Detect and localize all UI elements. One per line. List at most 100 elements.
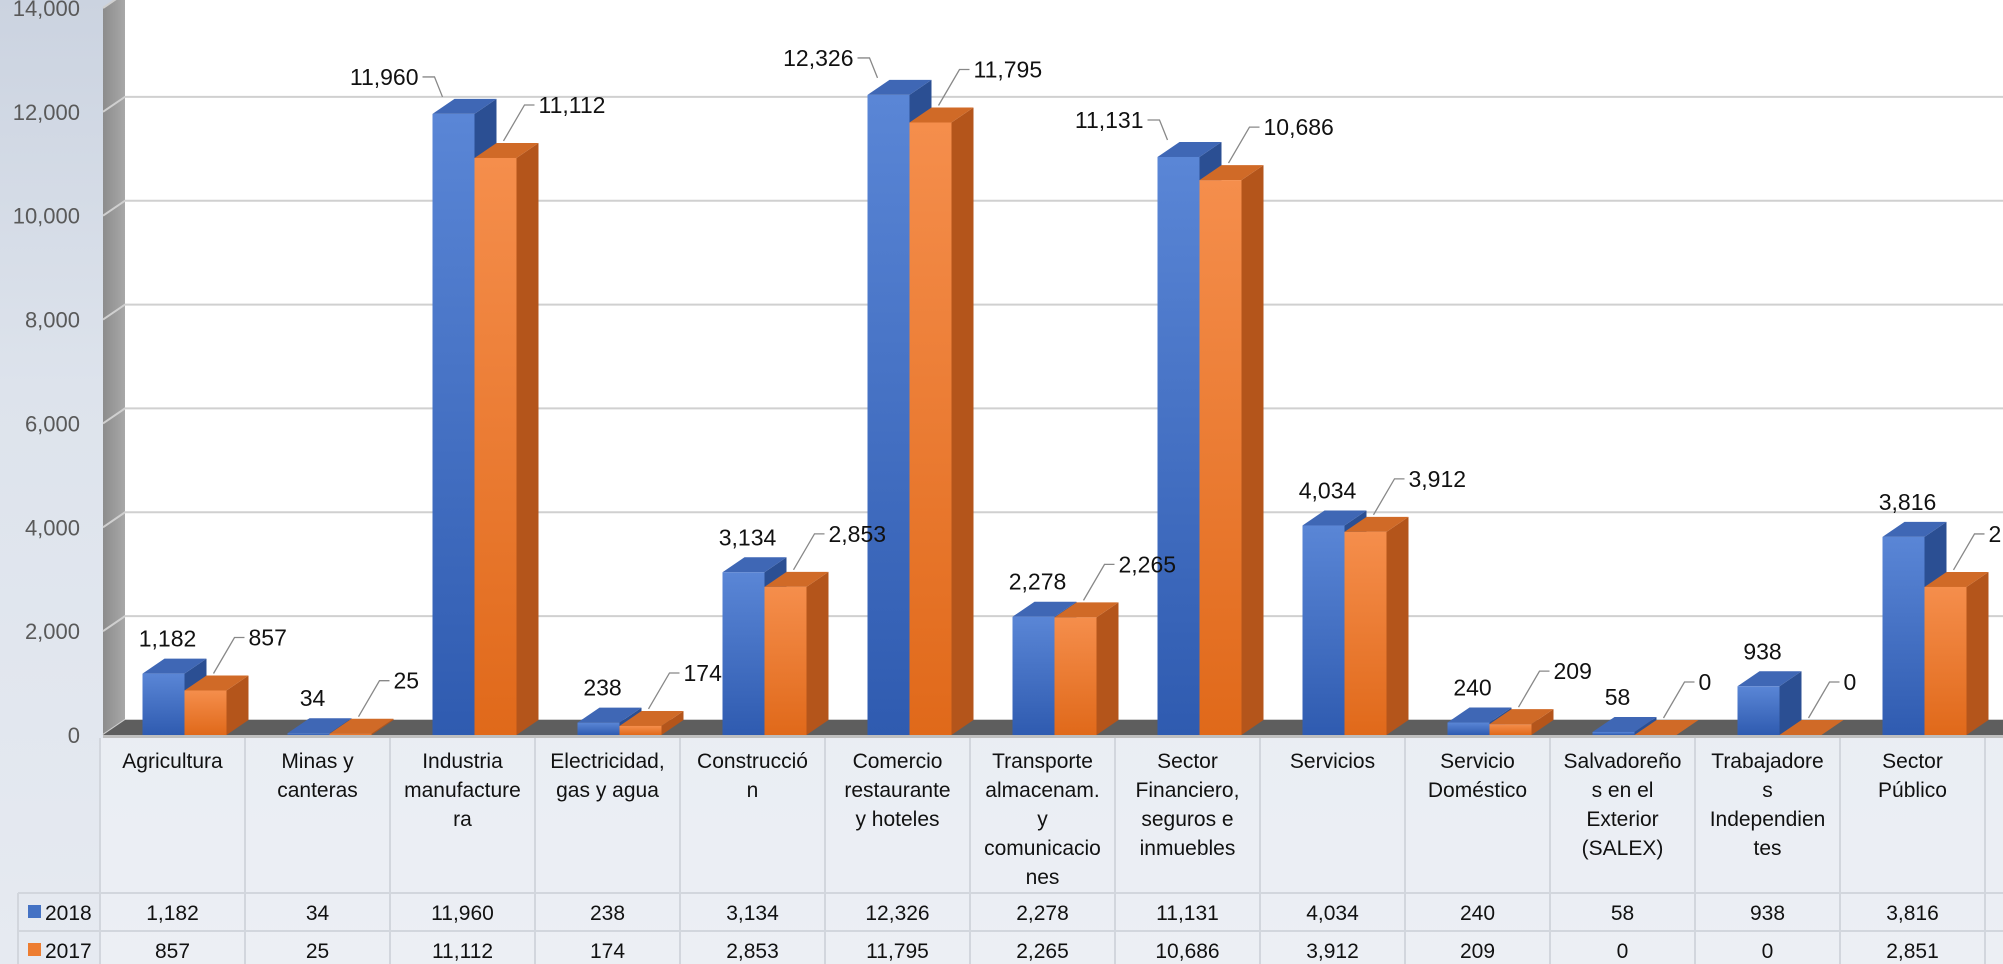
table-cell-2017: 174 xyxy=(590,940,625,963)
bar-2017 xyxy=(329,718,394,735)
leader-line xyxy=(647,672,680,710)
category-label: Electricidad, gas y agua xyxy=(550,750,664,802)
leader-line xyxy=(792,533,825,571)
gridline xyxy=(102,511,2003,529)
gridline xyxy=(102,95,2003,113)
bar-2017 xyxy=(184,675,249,735)
category-label: Transporte almacenam. y comunicacio nes xyxy=(984,750,1101,889)
category-label: Minas y canteras xyxy=(277,750,358,802)
legend-swatch-2018 xyxy=(28,905,41,918)
category-label: Sector Financiero, seguros e inmuebles xyxy=(1136,750,1240,860)
plot-side-wall xyxy=(103,0,125,735)
table-cell-2018: 3,816 xyxy=(1886,902,1939,925)
category-label: Trabajadore s Independien tes xyxy=(1710,750,1826,860)
leader-line xyxy=(502,104,535,142)
gridline xyxy=(102,303,2003,321)
data-label-2018: 11,131 xyxy=(1075,107,1144,133)
leader-line xyxy=(1517,670,1550,708)
table-cell-2017: 25 xyxy=(306,940,329,963)
data-label-2018: 2,278 xyxy=(1009,569,1067,595)
y-tick-label: 4,000 xyxy=(25,515,80,540)
bar-2017 xyxy=(1199,165,1264,735)
category-label: Sector Público xyxy=(1878,750,1947,802)
table-cell-2018: 34 xyxy=(306,902,330,925)
leader-line xyxy=(1227,126,1260,164)
leader-line xyxy=(422,76,444,98)
data-label-2018: 34 xyxy=(300,685,326,711)
data-label-2017: 174 xyxy=(684,660,723,686)
category-label: Comercio restaurante y hoteles xyxy=(844,750,950,831)
bar-2017 xyxy=(1924,571,1989,735)
data-label-2017: 2,851 xyxy=(1989,521,2003,547)
legend-label-2017: 2017 xyxy=(45,940,92,963)
table-cell-2018: 2,278 xyxy=(1016,902,1069,925)
leader-line xyxy=(1372,478,1405,516)
bar-2017 xyxy=(1634,720,1699,735)
data-label-2017: 0 xyxy=(1699,669,1712,695)
bar-2018 xyxy=(1737,671,1802,735)
y-tick-label: 14,000 xyxy=(13,0,80,21)
category-label: Industria manufacture ra xyxy=(404,750,521,831)
gridline xyxy=(102,199,2003,217)
bar-2018 xyxy=(1592,716,1657,735)
data-table: Agricultura 1,182 857 Minas y canteras 34 25 In… xyxy=(17,738,2003,964)
table-cell-2017: 10,686 xyxy=(1155,940,1219,963)
data-label-2018: 238 xyxy=(583,675,621,701)
y-tick-label: 10,000 xyxy=(13,204,80,229)
bar-2017 xyxy=(1489,709,1554,735)
bar-2017 xyxy=(909,107,974,735)
bar-2017 xyxy=(619,710,684,735)
table-cell-2018: 12,326 xyxy=(865,902,929,925)
data-label-2017: 2,265 xyxy=(1119,551,1177,577)
data-label-2018: 12,326 xyxy=(783,45,853,71)
table-cell-2018: 238 xyxy=(590,902,625,925)
bars xyxy=(142,79,1989,736)
chart-floor-edge xyxy=(103,735,2003,738)
category-label: Servicio Doméstico xyxy=(1428,750,1527,802)
y-tick-label: 8,000 xyxy=(25,308,80,333)
leader-line xyxy=(1082,563,1115,601)
data-label-2018: 58 xyxy=(1605,684,1631,710)
table-cell-2018: 11,960 xyxy=(431,902,494,925)
data-table-bg xyxy=(100,738,2003,964)
table-cell-2018: 4,034 xyxy=(1306,902,1359,925)
data-label-2017: 25 xyxy=(394,668,420,694)
bar-2017 xyxy=(764,571,829,735)
gridline xyxy=(102,407,2003,425)
y-tick-label: 6,000 xyxy=(25,411,80,436)
y-tick-label: 0 xyxy=(68,723,80,748)
data-label-2017: 209 xyxy=(1554,658,1592,684)
leader-line xyxy=(1807,681,1840,719)
leader-line xyxy=(212,636,245,674)
category-label: Salvadoreño s en el Exterior (SALEX) xyxy=(1564,750,1682,860)
data-label-2017: 2,853 xyxy=(829,521,887,547)
data-label-2018: 11,960 xyxy=(350,64,419,90)
table-cell-2018: 3,134 xyxy=(726,902,779,925)
leader-line xyxy=(1952,533,1985,571)
table-cell-2018: 1,182 xyxy=(146,902,199,925)
data-label-2018: 4,034 xyxy=(1299,478,1357,504)
leader-line xyxy=(857,57,879,79)
bar-2017 xyxy=(1054,602,1119,735)
data-label-2017: 0 xyxy=(1844,669,1857,695)
table-cell-2017: 2,853 xyxy=(726,940,779,963)
data-labels: 1,182 857 34 25 11,960 11,112 238 174 3,134 2,853… xyxy=(139,45,2003,719)
category-label: Agricultura xyxy=(122,750,223,773)
leader-line xyxy=(937,68,970,106)
leader-line xyxy=(1147,119,1169,141)
data-label-2017: 3,912 xyxy=(1409,466,1467,492)
table-cell-2018: 240 xyxy=(1460,902,1495,925)
table-cell-2017: 11,795 xyxy=(866,940,929,963)
legend-swatch-2017 xyxy=(28,943,41,956)
gridline xyxy=(102,0,117,9)
y-tick-label: 2,000 xyxy=(25,619,80,644)
data-label-2018: 3,816 xyxy=(1879,489,1937,515)
table-cell-2017: 0 xyxy=(1617,940,1629,963)
table-cell-2017: 3,912 xyxy=(1306,940,1359,963)
category-label: Construcció n xyxy=(697,750,808,802)
y-tick-label: 12,000 xyxy=(13,100,80,125)
leader-line xyxy=(1662,681,1695,719)
table-cell-2017: 2,851 xyxy=(1886,940,1939,963)
category-label: Servicios xyxy=(1290,750,1375,773)
